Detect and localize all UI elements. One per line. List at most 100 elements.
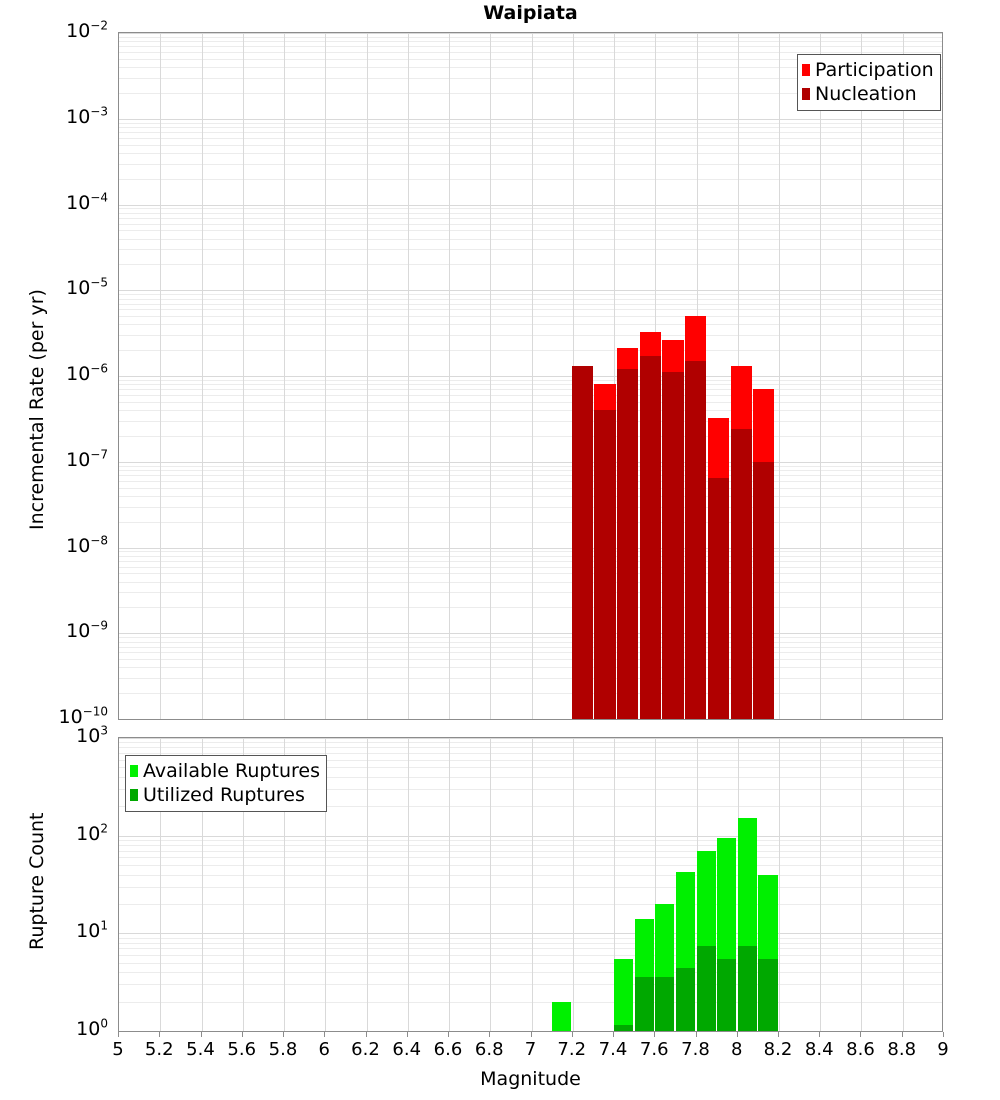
x-tick-label: 6.4 <box>392 1039 422 1060</box>
bar <box>571 366 593 719</box>
gridline-horizontal <box>119 719 942 720</box>
x-tick-label: 5.8 <box>268 1039 298 1060</box>
bar <box>614 1025 634 1031</box>
gridline-horizontal-minor <box>119 659 942 660</box>
gridline-horizontal-minor <box>119 806 942 807</box>
gridline-horizontal-minor <box>119 316 942 317</box>
gridline-horizontal-minor <box>119 567 942 568</box>
gridline-vertical <box>490 738 491 1031</box>
x-tick-mark <box>242 1032 243 1037</box>
legend-item-available-ruptures: Available Ruptures <box>130 759 320 783</box>
gridline-horizontal-minor <box>119 845 942 846</box>
x-tick-mark <box>531 1032 532 1037</box>
x-tick-mark <box>860 1032 861 1037</box>
gridline-horizontal-minor <box>119 264 942 265</box>
x-tick-label: 5.4 <box>186 1039 215 1060</box>
x-tick-mark <box>654 1032 655 1037</box>
gridline-horizontal-minor <box>119 239 942 240</box>
gridline-vertical <box>243 33 244 719</box>
gridline-vertical <box>202 33 203 719</box>
x-tick-mark <box>572 1032 573 1037</box>
gridline-horizontal-minor <box>119 943 942 944</box>
gridline-horizontal <box>119 548 942 549</box>
gridline-horizontal-minor <box>119 384 942 385</box>
gridline-horizontal-minor <box>119 556 942 557</box>
legend-item-utilized-ruptures: Utilized Ruptures <box>130 783 320 807</box>
gridline-horizontal-minor <box>119 59 942 60</box>
gridline-horizontal-minor <box>119 678 942 679</box>
bar <box>685 360 707 719</box>
gridline-horizontal-minor <box>119 230 942 231</box>
gridline-horizontal-minor <box>119 747 942 748</box>
gridline-horizontal <box>119 119 942 120</box>
gridline-vertical <box>160 738 161 1031</box>
gridline-horizontal-minor <box>119 488 942 489</box>
x-tick-label: 7 <box>524 1039 537 1060</box>
y-tick-label: 10−4 <box>66 190 108 214</box>
gridline-vertical <box>903 33 904 719</box>
gridline-horizontal-minor <box>119 179 942 180</box>
x-tick-label: 8.2 <box>763 1039 793 1060</box>
available-ruptures-swatch <box>130 765 138 777</box>
gridline-horizontal-minor <box>119 410 942 411</box>
gridline-horizontal-minor <box>119 164 942 165</box>
gridline-horizontal-minor <box>119 767 942 768</box>
x-axis-label: Magnitude <box>480 1068 581 1090</box>
gridline-horizontal-minor <box>119 642 942 643</box>
legend-top: Participation Nucleation <box>797 54 941 111</box>
gridline-horizontal-minor <box>119 963 942 964</box>
utilized-ruptures-swatch <box>130 789 138 801</box>
gridline-horizontal <box>119 290 942 291</box>
y-tick-label: 10−6 <box>66 361 108 385</box>
gridline-vertical <box>614 33 615 719</box>
gridline-vertical <box>160 33 161 719</box>
legend-label-participation: Participation <box>815 58 934 81</box>
gridline-vertical <box>573 738 574 1031</box>
gridline-vertical <box>655 738 656 1031</box>
bar <box>552 1001 572 1031</box>
gridline-horizontal-minor <box>119 481 942 482</box>
gridline-horizontal-minor <box>119 984 942 985</box>
gridline-vertical <box>367 33 368 719</box>
gridline-horizontal-minor <box>119 37 942 38</box>
bar <box>753 461 775 719</box>
x-tick-label: 5 <box>112 1039 124 1060</box>
gridline-horizontal-minor <box>119 224 942 225</box>
gridline-vertical <box>325 33 326 719</box>
y-tick-label: 10−2 <box>66 18 108 42</box>
gridline-horizontal-minor <box>119 335 942 336</box>
gridline-horizontal-minor <box>119 466 942 467</box>
gridline-vertical <box>779 738 780 1031</box>
gridline-horizontal-minor <box>119 93 942 94</box>
bar <box>662 372 684 719</box>
gridline-horizontal-minor <box>119 789 942 790</box>
x-tick-label: 6.6 <box>433 1039 463 1060</box>
y-tick-label: 103 <box>76 723 108 747</box>
gridline-vertical <box>614 738 615 1031</box>
gridline-horizontal-minor <box>119 294 942 295</box>
x-tick-mark <box>737 1032 738 1037</box>
gridline-horizontal-minor <box>119 637 942 638</box>
incremental-rate-plot <box>118 32 943 720</box>
y-tick-label: 10−9 <box>66 618 108 643</box>
gridline-horizontal-minor <box>119 938 942 939</box>
x-tick-mark <box>366 1032 367 1037</box>
gridline-vertical <box>284 33 285 719</box>
gridline-horizontal <box>119 376 942 377</box>
gridline-horizontal-minor <box>119 475 942 476</box>
gridline-horizontal-minor <box>119 865 942 866</box>
gridline-horizontal-minor <box>119 851 942 852</box>
bar <box>717 958 737 1031</box>
gridline-horizontal-minor <box>119 127 942 128</box>
legend-label-nucleation: Nucleation <box>815 82 917 105</box>
y-axis-label-top: Incremental Rate (per yr) <box>26 289 48 530</box>
x-tick-label: 5.2 <box>144 1039 174 1060</box>
y-tick-label: 10−7 <box>66 447 108 471</box>
gridline-horizontal-minor <box>119 249 942 250</box>
rupture-count-plot-area <box>119 738 942 1031</box>
bar <box>696 945 716 1031</box>
gridline-horizontal-minor <box>119 496 942 497</box>
legend-bottom: Available Ruptures Utilized Ruptures <box>125 755 327 812</box>
gridline-vertical <box>243 738 244 1031</box>
